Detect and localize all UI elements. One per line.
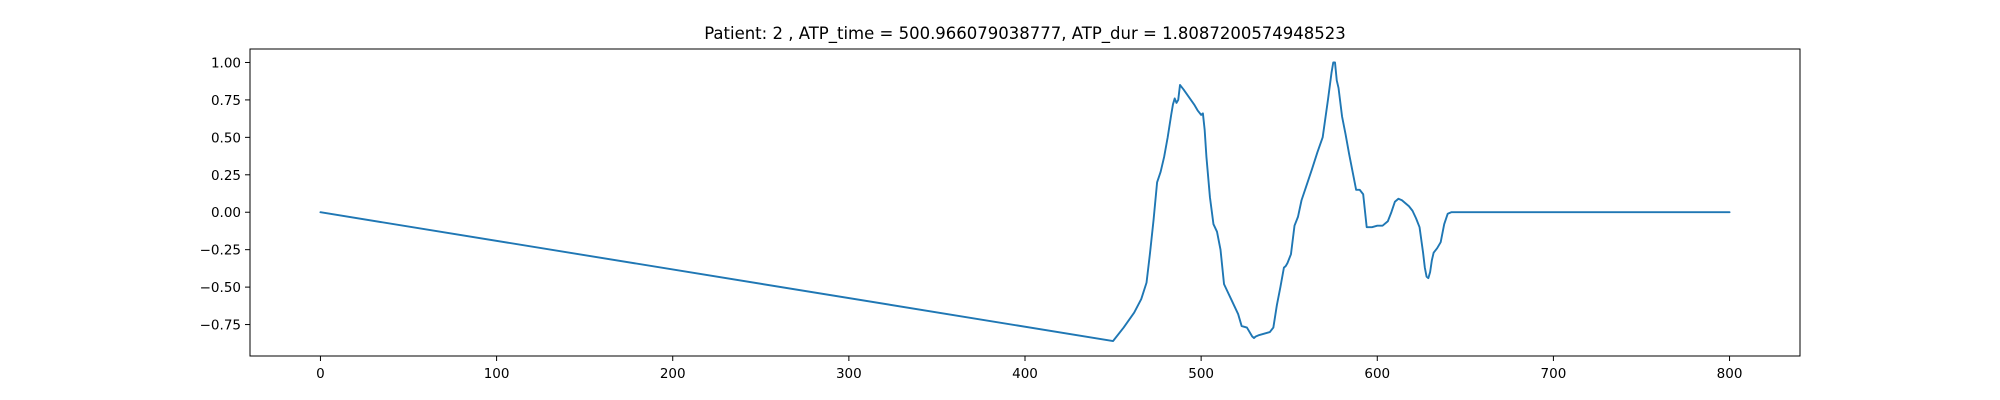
x-axis: 0 100 200 300 400 500 600 700 800 bbox=[316, 356, 1742, 382]
y-tick-label: 1.00 bbox=[211, 55, 241, 71]
y-tick-label: −0.75 bbox=[200, 318, 241, 334]
y-tick-label: 0.00 bbox=[211, 205, 241, 221]
y-tick-label: 0.75 bbox=[211, 93, 241, 109]
chart-title: Patient: 2 , ATP_time = 500.966079038777… bbox=[704, 24, 1346, 44]
x-tick-label: 300 bbox=[836, 366, 862, 382]
y-tick-label: −0.50 bbox=[200, 280, 241, 296]
x-tick-label: 400 bbox=[1012, 366, 1038, 382]
x-tick-label: 200 bbox=[660, 366, 686, 382]
x-tick-label: 800 bbox=[1717, 366, 1743, 382]
series-line-0 bbox=[319, 61, 1731, 342]
y-axis: −0.75 −0.50 −0.25 0.00 0.25 0.50 0.75 1.00 bbox=[200, 55, 250, 334]
x-tick-label: 500 bbox=[1188, 366, 1214, 382]
x-tick-label: 700 bbox=[1541, 366, 1567, 382]
y-tick-label: −0.25 bbox=[200, 243, 241, 259]
y-tick-label: 0.25 bbox=[211, 168, 241, 184]
y-tick-label: 0.50 bbox=[211, 130, 241, 146]
x-tick-label: 600 bbox=[1364, 366, 1390, 382]
x-tick-label: 100 bbox=[484, 366, 510, 382]
x-tick-label: 0 bbox=[316, 366, 325, 382]
